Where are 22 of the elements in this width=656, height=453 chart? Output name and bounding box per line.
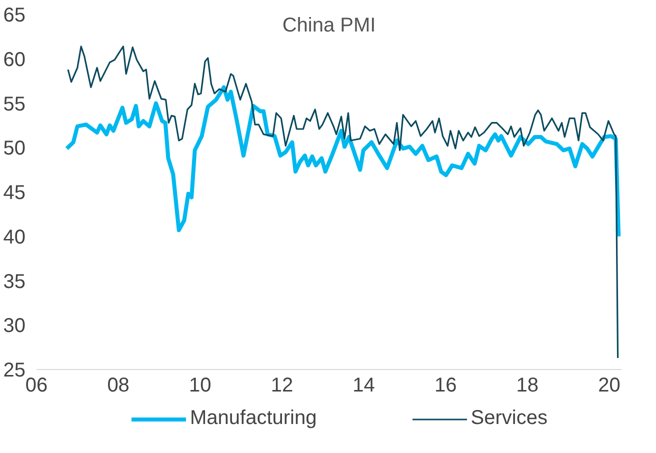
line-series [64,85,621,238]
y-tick-label: 40 [3,226,26,248]
y-tick-label: 30 [3,315,26,338]
x-tick-label: 16 [434,374,457,396]
chart-title: China PMI [282,14,376,36]
x-tick-label: 14 [352,374,375,396]
line-series [67,46,619,359]
y-tick-label: 25 [3,360,26,382]
y-tick-label: 55 [3,93,26,116]
x-tick-label: 10 [189,374,212,396]
x-tick-label: 12 [270,374,294,396]
x-tick-label: 08 [107,374,130,396]
legend-label: Services [470,407,548,430]
legend-label: Manufacturing [190,407,317,430]
y-tick-label: 60 [3,48,26,71]
x-tick-label: 20 [598,374,620,396]
y-tick-label: 35 [3,270,26,293]
y-tick-label: 50 [3,138,26,160]
x-tick-label: 18 [516,374,539,396]
x-tick-label: 06 [25,374,48,396]
y-tick-label: 65 [3,4,26,26]
y-tick-label: 45 [3,182,26,204]
